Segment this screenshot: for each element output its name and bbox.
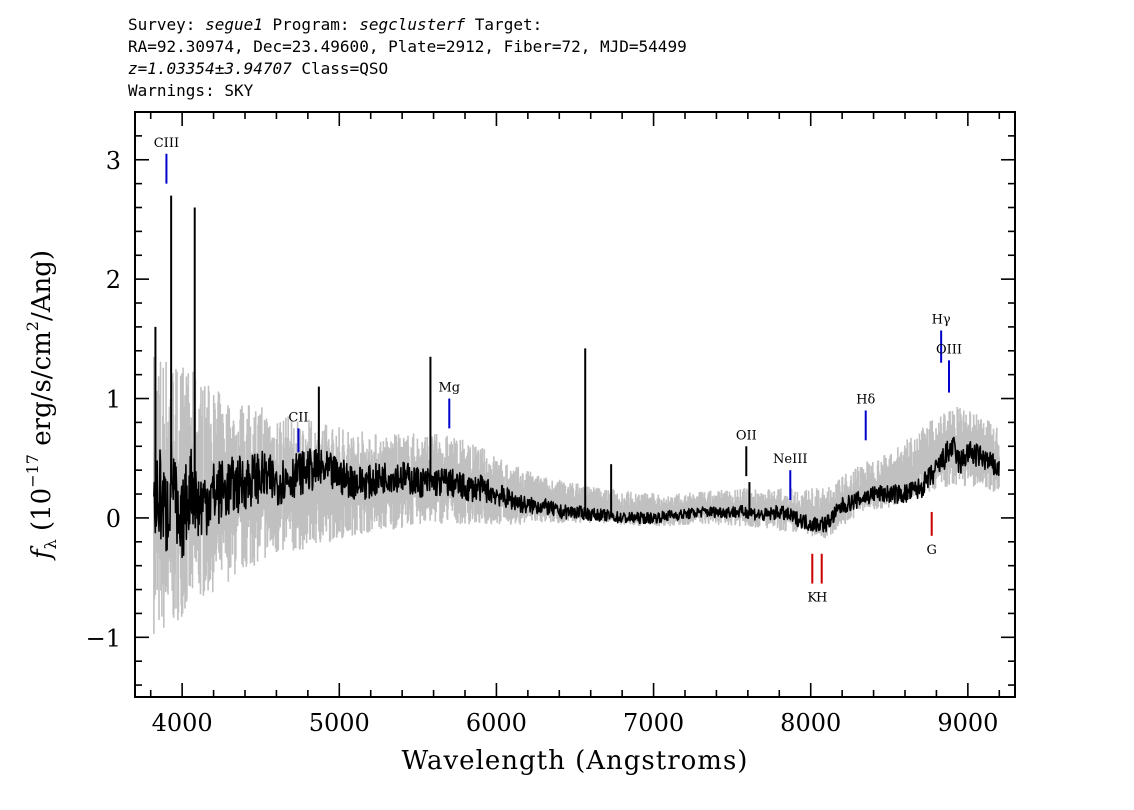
x-axis-label: Wavelength (Angstroms) (402, 746, 749, 776)
y-axis: −1 0 1 2 3 (86, 135, 1015, 686)
spectrum-header: Survey: segue1 Program: segclusterf Targ… (128, 14, 687, 102)
line-marker-label: CII (288, 410, 308, 425)
line-marker-label: Hγ (932, 312, 951, 327)
y-tick-label: −1 (86, 624, 121, 652)
y-axis-label-part: erg/s/cm (27, 331, 57, 454)
line-marker-label: Mg (438, 381, 460, 396)
x-tick-label: 9000 (937, 709, 998, 737)
x-tick-label: 8000 (780, 709, 841, 737)
x-tick-label: 7000 (623, 709, 684, 737)
line-marker-label: NeIII (773, 452, 807, 467)
header-line-survey: Survey: segue1 Program: segclusterf Targ… (128, 14, 687, 36)
line-marker-label: K (807, 591, 817, 606)
flux-series (153, 436, 1000, 559)
program-value: segclusterf (359, 15, 466, 34)
line-marker-label: CIII (154, 136, 179, 151)
line-marker-label: OIII (936, 342, 962, 357)
header-line-warnings: Warnings: SKY (128, 81, 254, 100)
x-tick-label: 4000 (152, 709, 213, 737)
redshift-value: z=1.03354±3.94707 (128, 59, 292, 78)
line-marker-label: H (816, 591, 827, 606)
line-marker-label: OII (736, 428, 757, 443)
y-tick-label: 1 (106, 386, 121, 414)
y-tick-label: 2 (106, 266, 121, 294)
survey-label: Survey: (128, 15, 206, 34)
y-tick-label: 3 (106, 147, 121, 175)
y-axis-label-part: /Ang) (27, 250, 57, 321)
line-marker-label: G (927, 543, 937, 558)
program-label: Program: (262, 15, 360, 34)
plot-area (153, 195, 1000, 634)
header-line-redshift: z=1.03354±3.94707 Class=QSO (128, 58, 687, 80)
y-tick-label: 0 (106, 505, 121, 533)
x-tick-label: 5000 (309, 709, 370, 737)
plot-frame (134, 111, 1016, 698)
header-line-coordinates: RA=92.30974, Dec=23.49600, Plate=2912, F… (128, 37, 687, 56)
y-axis-label: fλ (10−17 erg/s/cm2/Ang) (23, 250, 60, 561)
y-axis-label-part: −17 (23, 454, 42, 488)
line-marker-label: Hδ (856, 392, 875, 407)
survey-value: segue1 (205, 15, 263, 34)
target-label: Target: (465, 15, 543, 34)
line-markers: CIII CII Mg OII NeIII Hδ Hγ OIII KH G (154, 136, 962, 606)
x-axis: 4000 5000 6000 7000 8000 9000 (149, 112, 1001, 737)
x-tick-label: 6000 (466, 709, 527, 737)
y-axis-label-part: (10 (27, 488, 57, 540)
class-value: Class=QSO (291, 59, 389, 78)
y-axis-label-part: λ (41, 539, 60, 549)
y-axis-label-part: 2 (23, 321, 42, 331)
